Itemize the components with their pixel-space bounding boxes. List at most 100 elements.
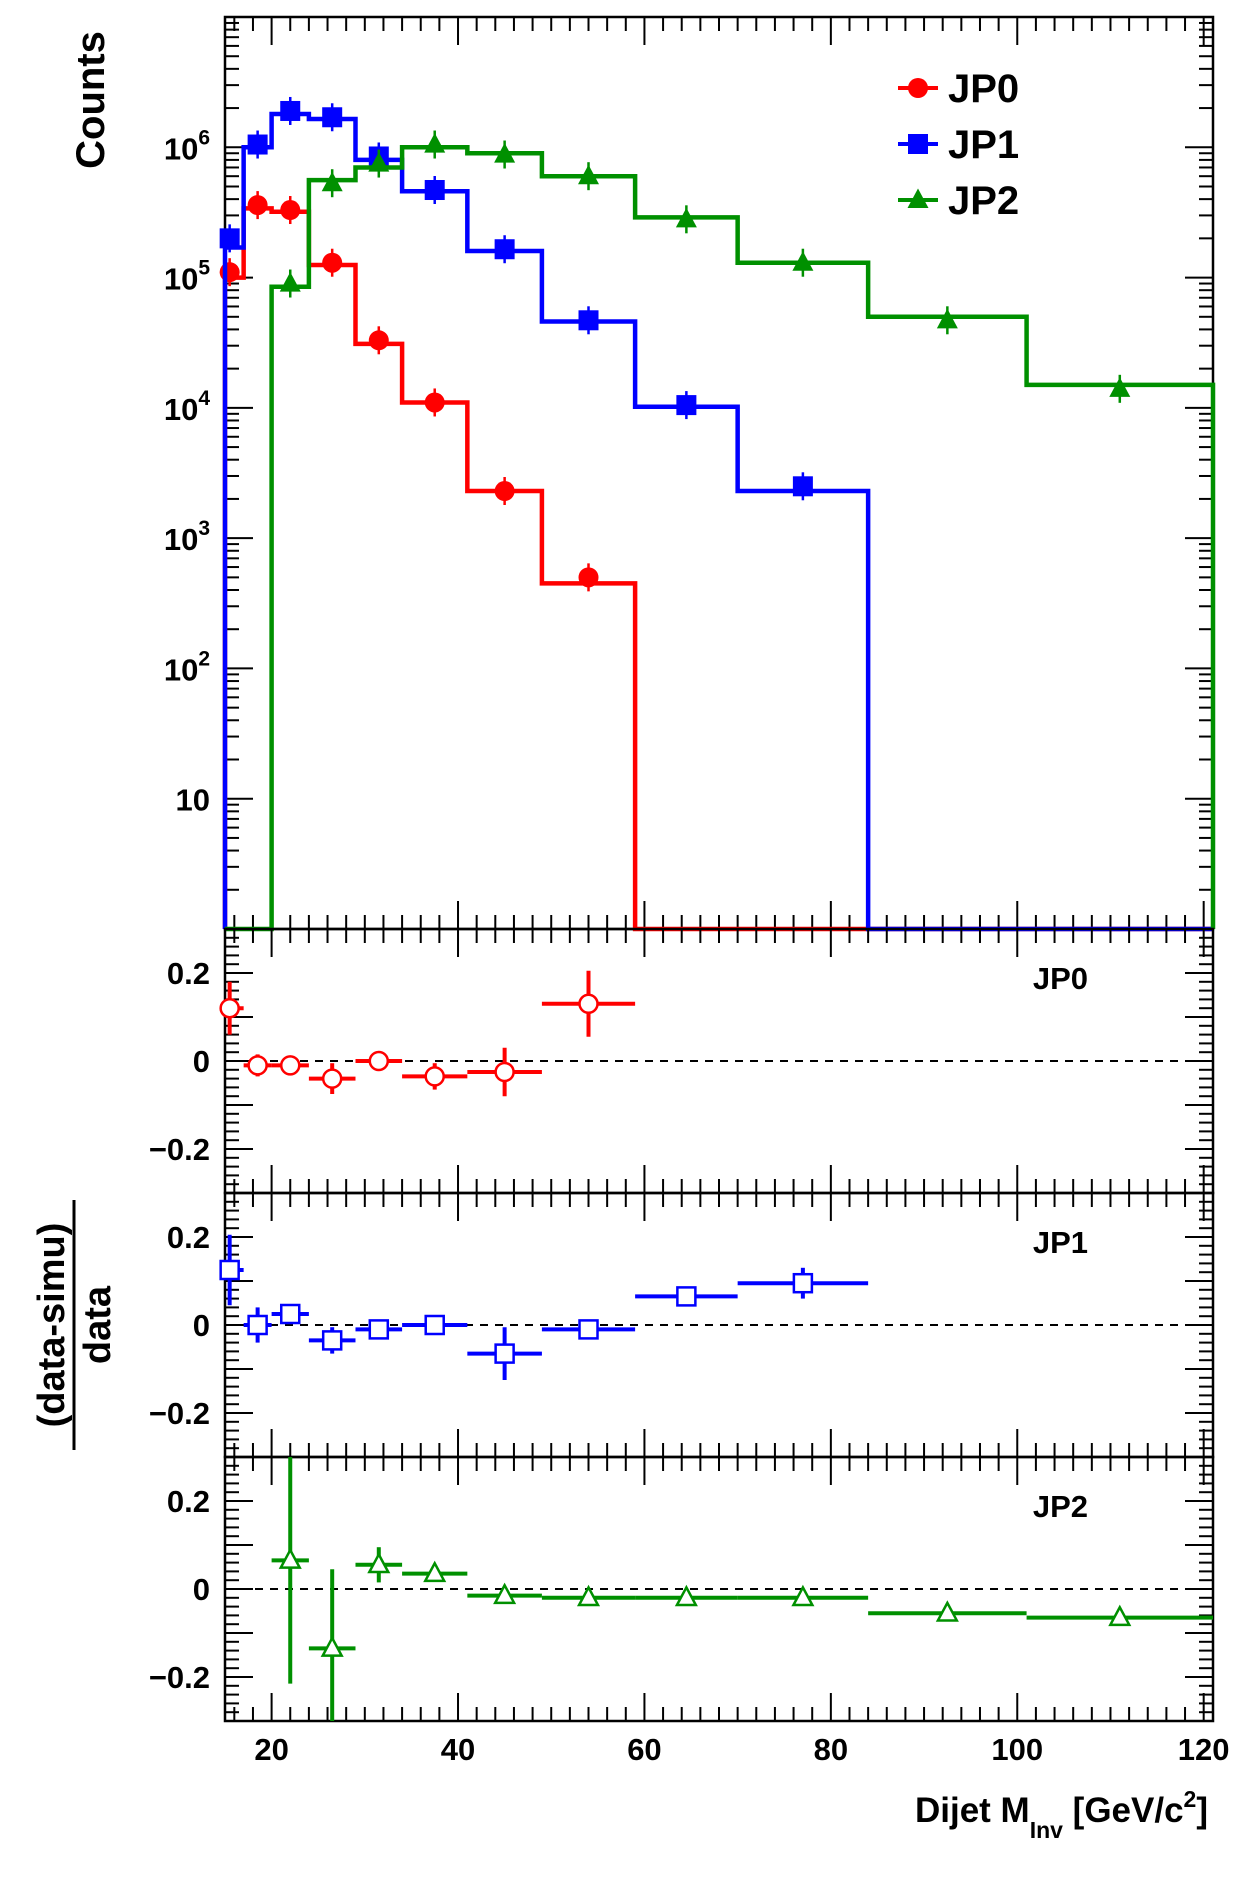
y-tick-label: −0.2 xyxy=(149,1132,210,1167)
data-point xyxy=(494,239,515,260)
y-tick-label-exp: 2 xyxy=(198,647,210,670)
histogram-line xyxy=(225,145,1216,932)
data-point xyxy=(424,1066,445,1087)
data-point xyxy=(219,262,240,283)
data-point xyxy=(368,330,389,351)
y-tick-label: 105 xyxy=(164,257,210,297)
x-axis-title-part: 2 xyxy=(1184,1786,1197,1812)
legend: JP0 JP1 JP2 xyxy=(898,67,1019,223)
y-tick-label: 106 xyxy=(164,126,210,166)
data-point xyxy=(576,1584,601,1607)
ratio-panel-jp0: 0.2 0 −0.2 JP0 xyxy=(149,927,1215,1195)
data-point xyxy=(247,195,268,216)
histogram-line xyxy=(222,111,1213,932)
data-point xyxy=(321,1330,343,1351)
data-point xyxy=(322,107,343,128)
series-jp0 xyxy=(219,191,1213,932)
data-point xyxy=(578,310,599,331)
legend-marker xyxy=(908,134,928,154)
data-point xyxy=(1109,377,1131,397)
data-point xyxy=(247,1314,268,1336)
ratio-y-numerator: (data-simu) xyxy=(31,1223,73,1428)
data-point xyxy=(322,252,343,273)
data-point xyxy=(219,997,240,1019)
y-tick-label-exp: 3 xyxy=(198,517,210,540)
data-point xyxy=(321,1068,343,1089)
data-point xyxy=(792,1272,814,1294)
data-point xyxy=(219,1259,240,1281)
data-point xyxy=(578,567,599,588)
legend-marker xyxy=(908,78,928,98)
data-point xyxy=(578,993,599,1015)
data-point xyxy=(676,1286,697,1307)
y-tick-label-exp: 5 xyxy=(198,257,210,280)
y-tick-label: 103 xyxy=(164,517,210,557)
data-point xyxy=(424,180,445,201)
x-tick-label: 40 xyxy=(441,1732,475,1767)
data-point xyxy=(674,1584,698,1607)
data-point xyxy=(279,272,301,292)
data-point xyxy=(494,143,516,163)
data-point xyxy=(280,200,301,221)
data-point xyxy=(675,207,697,228)
histogram-line xyxy=(222,206,1213,932)
y-tick-label-base: 10 xyxy=(164,392,198,427)
data-point xyxy=(493,1582,517,1605)
data-point xyxy=(578,164,600,185)
data-point xyxy=(494,1061,515,1083)
data-point xyxy=(935,1600,959,1622)
y-tick-label: 0.2 xyxy=(167,1484,210,1519)
data-point xyxy=(424,392,445,413)
data-point xyxy=(279,1055,301,1076)
y-tick-label-base: 10 xyxy=(164,262,198,297)
data-point xyxy=(219,228,240,249)
data-point xyxy=(494,1343,515,1364)
y-axis-title: Counts xyxy=(69,31,113,169)
legend-label: JP0 xyxy=(948,67,1019,111)
y-tick-label: 104 xyxy=(164,387,210,427)
ratio-panel-jp2: 0.2 0 −0.2 JP2 xyxy=(149,1455,1215,1723)
data-point xyxy=(368,1319,390,1340)
data-point xyxy=(578,1319,599,1340)
x-axis: 20 40 60 80 100 120 Dijet MInv [GeV/c2] xyxy=(254,1732,1229,1843)
series-jp2 xyxy=(225,130,1216,932)
y-tick-label-exp: 4 xyxy=(198,387,210,410)
data-point xyxy=(280,100,301,121)
data-point xyxy=(936,308,958,329)
y-tick-label: 102 xyxy=(164,647,210,687)
x-tick-label: 60 xyxy=(627,1732,661,1767)
data-point xyxy=(424,133,446,153)
ratio-y-axis-title: (data-simu) data xyxy=(31,1200,119,1450)
y-tick-label-exp: 6 xyxy=(198,126,210,149)
legend-marker xyxy=(907,188,929,209)
x-axis-title-part: Inv xyxy=(1030,1817,1063,1843)
data-point xyxy=(494,481,515,502)
x-tick-label: 120 xyxy=(1178,1732,1230,1767)
data-point xyxy=(367,1551,391,1574)
data-point xyxy=(279,1303,301,1325)
ratio-panel-jp1: 0.2 0 −0.2 JP1 xyxy=(149,1191,1215,1459)
data-point xyxy=(676,395,697,416)
data-point xyxy=(792,476,813,497)
x-axis-title-part: Dijet M xyxy=(915,1791,1030,1830)
data-point xyxy=(791,1584,815,1607)
y-tick-label: 0 xyxy=(193,1308,210,1343)
y-tick-label: 0.2 xyxy=(167,956,210,991)
x-tick-label: 100 xyxy=(991,1732,1043,1767)
x-tick-label: 20 xyxy=(254,1732,288,1767)
panel-label: JP2 xyxy=(1033,1489,1088,1524)
y-tick-label-base: 10 xyxy=(164,131,198,166)
data-point xyxy=(792,251,814,271)
y-tick-label: 0 xyxy=(193,1572,210,1607)
data-point xyxy=(321,171,343,192)
series-jp1 xyxy=(219,96,1213,932)
data-point xyxy=(320,1635,344,1657)
data-point xyxy=(423,1560,447,1583)
legend-label: JP1 xyxy=(948,123,1019,167)
y-tick-label: 0 xyxy=(193,1044,210,1079)
data-point xyxy=(424,1314,445,1336)
data-point xyxy=(247,1055,268,1076)
y-tick-label-base: 10 xyxy=(164,652,198,687)
